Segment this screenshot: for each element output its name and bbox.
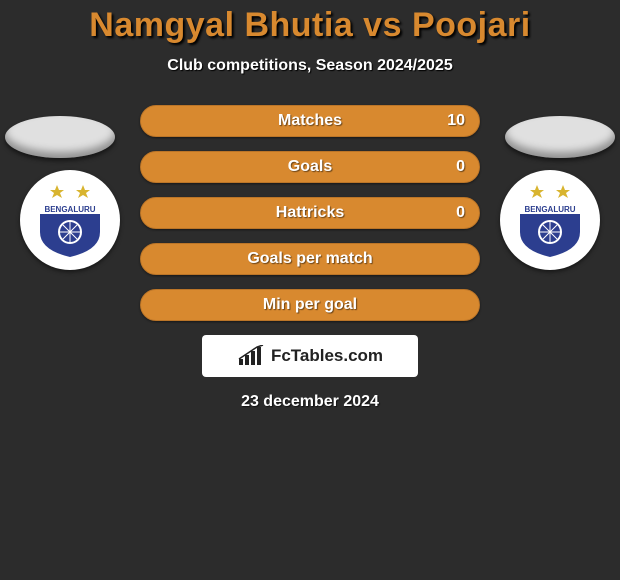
shield-icon: BENGALURU [35,182,105,258]
stat-row: Min per goal [140,289,480,321]
stat-label: Min per goal [263,296,357,314]
stat-right-value: 10 [447,112,465,130]
page-title: Namgyal Bhutia vs Poojari [0,0,620,45]
shield-icon: BENGALURU [515,182,585,258]
stat-right-value: 0 [456,158,465,176]
stat-row: Goals per match [140,243,480,275]
brand-box: FcTables.com [202,335,418,377]
player-left-badge: BENGALURU [20,170,120,270]
svg-text:BENGALURU: BENGALURU [44,205,95,214]
player-right-head [505,116,615,158]
brand-text: FcTables.com [271,346,383,366]
stats-container: Matches 10 Goals 0 Hattricks 0 Goals per match… [140,99,480,321]
stat-row: Matches 10 [140,105,480,137]
stat-label: Goals per match [247,250,372,268]
stat-row: Goals 0 [140,151,480,183]
date-text: 23 december 2024 [0,393,620,411]
player-left-head [5,116,115,158]
player-right-badge: BENGALURU [500,170,600,270]
stat-label: Goals [288,158,332,176]
chart-icon [237,345,265,367]
stat-right-value: 0 [456,204,465,222]
stat-label: Hattricks [276,204,344,222]
subtitle: Club competitions, Season 2024/2025 [0,57,620,75]
stat-row: Hattricks 0 [140,197,480,229]
svg-text:BENGALURU: BENGALURU [524,205,575,214]
stat-label: Matches [278,112,342,130]
